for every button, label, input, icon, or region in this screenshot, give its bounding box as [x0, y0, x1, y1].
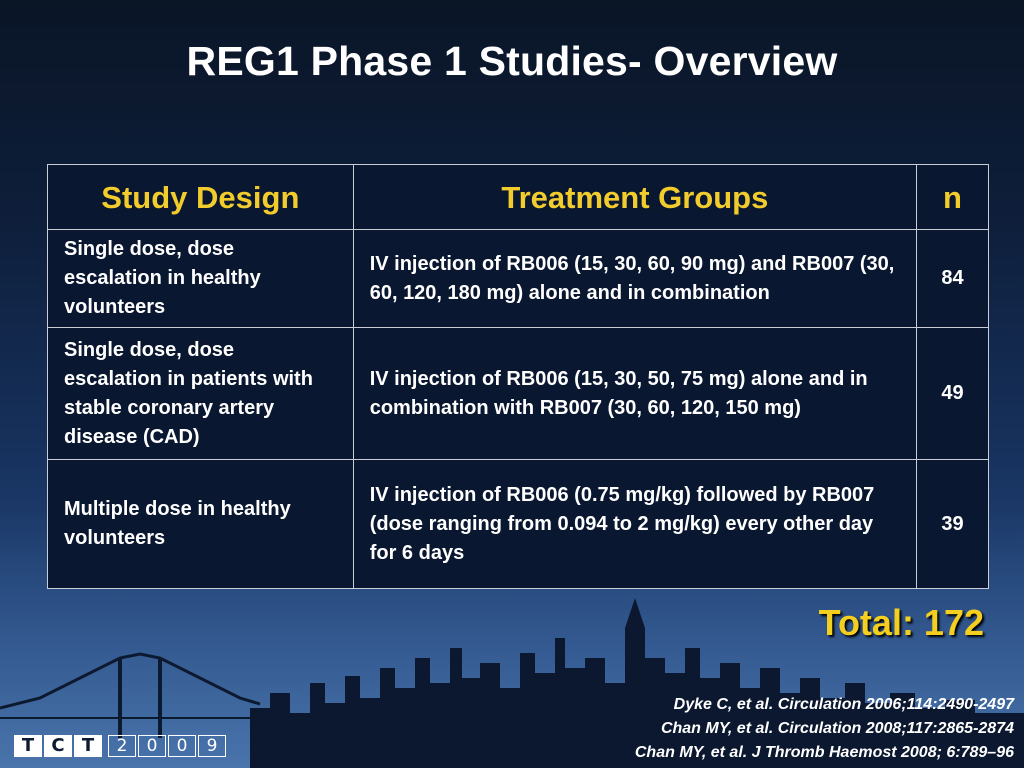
- treatment-groups-cell: IV injection of RB006 (0.75 mg/kg) follo…: [352, 459, 918, 589]
- tct-2009-logo: T C T 2 0 0 9: [14, 735, 228, 757]
- n-cell: 49: [916, 327, 989, 460]
- table-row: Single dose, dose escalation in patients…: [47, 327, 989, 460]
- logo-digit: 0: [138, 735, 166, 757]
- logo-letter: T: [14, 735, 42, 757]
- n-cell: 39: [916, 459, 989, 589]
- total-count: Total: 172: [818, 602, 984, 643]
- header-treatment-groups: Treatment Groups: [352, 164, 918, 230]
- logo-letter: C: [44, 735, 72, 757]
- treatment-groups-cell: IV injection of RB006 (15, 30, 60, 90 mg…: [352, 229, 918, 328]
- table-row: Multiple dose in healthy volunteers IV i…: [47, 459, 989, 589]
- table-row: Single dose, dose escalation in healthy …: [47, 229, 989, 328]
- reference-line: Dyke C, et al. Circulation 2006;114:2490…: [673, 696, 1014, 713]
- logo-digit: 9: [198, 735, 226, 757]
- studies-table: Study Design Treatment Groups n Single d…: [47, 164, 989, 589]
- logo-letter: T: [74, 735, 102, 757]
- logo-year: 2 0 0 9: [108, 735, 228, 757]
- logo-digit: 0: [168, 735, 196, 757]
- header-n: n: [916, 164, 989, 230]
- table-header-row: Study Design Treatment Groups n: [47, 164, 989, 230]
- study-design-cell: Single dose, dose escalation in patients…: [47, 327, 354, 460]
- slide-title: REG1 Phase 1 Studies- Overview: [186, 38, 838, 84]
- reference-line: Chan MY, et al. Circulation 2008;117:286…: [660, 720, 1014, 737]
- study-design-cell: Single dose, dose escalation in healthy …: [47, 229, 354, 328]
- treatment-groups-cell: IV injection of RB006 (15, 30, 50, 75 mg…: [352, 327, 918, 460]
- study-design-cell: Multiple dose in healthy volunteers: [47, 459, 354, 589]
- n-cell: 84: [916, 229, 989, 328]
- reference-line: Chan MY, et al. J Thromb Haemost 2008; 6…: [634, 744, 1014, 761]
- references: Dyke C, et al. Circulation 2006;114:2490…: [635, 693, 1014, 765]
- logo-digit: 2: [108, 735, 136, 757]
- header-study-design: Study Design: [47, 164, 354, 230]
